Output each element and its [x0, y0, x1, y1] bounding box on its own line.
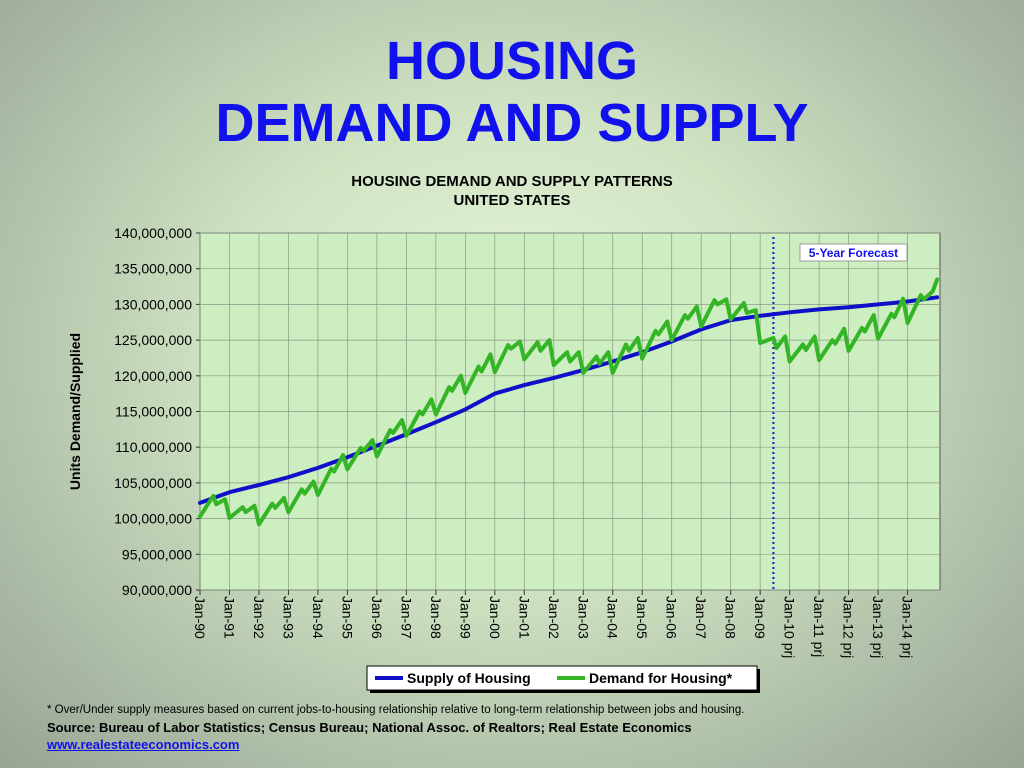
y-tick-label: 120,000,000	[114, 368, 192, 384]
x-tick-label: Jan-91	[221, 596, 237, 639]
footnote: * Over/Under supply measures based on cu…	[47, 704, 745, 716]
y-tick-label: 90,000,000	[122, 582, 192, 598]
x-tick-label: Jan-02	[546, 596, 562, 639]
x-tick-label: Jan-00	[487, 596, 503, 639]
slide-title-line2: DEMAND AND SUPPLY	[215, 93, 809, 153]
y-tick-label: 105,000,000	[114, 475, 192, 491]
x-tick-label: Jan-97	[398, 596, 414, 639]
x-tick-label: Jan-98	[428, 596, 444, 639]
x-tick-label: Jan-94	[310, 596, 326, 639]
x-tick-label: Jan-06	[664, 596, 680, 639]
line-chart: 90,000,000 95,000,000 100,000,000 105,000,0…	[67, 225, 941, 693]
y-tick-label: 110,000,000	[115, 439, 192, 455]
x-tick-label: Jan-12 prj	[841, 596, 857, 658]
x-tick-label: Jan-11 prj	[811, 596, 827, 657]
x-tick-label: Jan-13 prj	[870, 596, 886, 658]
supply-series-line	[198, 295, 940, 505]
demand-series-line	[198, 277, 940, 527]
y-tick-label: 125,000,000	[114, 332, 192, 348]
forecast-label-box	[799, 243, 908, 262]
legend-demand-label: Demand for Housing*	[589, 670, 733, 686]
x-tick-label: Jan-04	[605, 596, 621, 639]
x-tick-label: Jan-14 prj	[900, 596, 916, 658]
x-tick-label: Jan-01	[516, 596, 532, 639]
x-tick-label: Jan-08	[723, 596, 739, 639]
y-axis-title: Units Demand/Supplied	[67, 333, 83, 490]
y-tick-label: 140,000,000	[114, 225, 192, 241]
x-tick-label: Jan-96	[369, 596, 385, 639]
x-tick-label: Jan-92	[251, 596, 267, 639]
x-tick-label: Jan-95	[339, 596, 355, 639]
chart-subtitle: UNITED STATES	[453, 192, 571, 209]
x-tick-label: Jan-05	[634, 596, 650, 639]
y-tick-label: 115,000,000	[115, 404, 192, 420]
chart-title: HOUSING DEMAND AND SUPPLY PATTERNS	[351, 173, 673, 190]
slide-title: HOUSING DEMAND AND SUPPLY	[0, 30, 1024, 154]
y-tick-label: 95,000,000	[122, 546, 192, 562]
y-tick-label: 135,000,000	[114, 261, 192, 277]
x-tick-label: Jan-07	[693, 596, 709, 639]
chart-title-block: HOUSING DEMAND AND SUPPLY PATTERNS UNITE…	[200, 172, 824, 210]
forecast-label: 5-Year Forecast	[809, 246, 898, 260]
legend-supply-label: Supply of Housing	[407, 670, 531, 686]
x-tick-label: Jan-09	[752, 596, 768, 639]
x-tick-label: Jan-90	[192, 596, 208, 639]
x-tick-label: Jan-93	[280, 596, 296, 639]
website-link[interactable]: www.realestateeconomics.com	[47, 737, 240, 752]
x-tick-label: Jan-10 prj	[782, 596, 798, 658]
x-tick-label: Jan-03	[575, 596, 591, 639]
x-tick-label: Jan-99	[457, 596, 473, 639]
source-line: Source: Bureau of Labor Statistics; Cens…	[47, 720, 692, 735]
y-tick-label: 130,000,000	[114, 296, 192, 312]
slide-title-line1: HOUSING	[385, 31, 639, 91]
y-tick-label: 100,000,000	[114, 511, 192, 527]
